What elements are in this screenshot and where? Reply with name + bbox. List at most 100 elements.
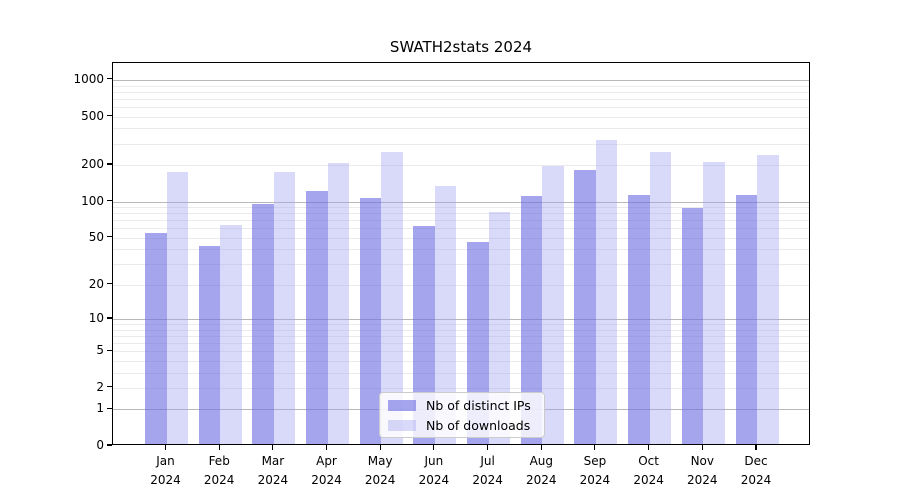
gridline-5 bbox=[113, 351, 809, 353]
y-tick-label-10: 10 bbox=[88, 311, 104, 325]
bar-sep-distinct-ips bbox=[574, 170, 596, 444]
legend: Nb of distinct IPs Nb of downloads bbox=[379, 392, 545, 438]
plot-area: Nb of distinct IPs Nb of downloads bbox=[112, 62, 810, 445]
bar-aug-distinct-ips bbox=[520, 195, 543, 444]
gridline-500 bbox=[113, 116, 809, 118]
legend-entry-downloads: Nb of downloads bbox=[388, 418, 536, 433]
bar-dec-downloads bbox=[757, 154, 779, 444]
y-tick-mark-10 bbox=[107, 317, 112, 319]
x-tick-mark-jun bbox=[433, 445, 435, 450]
bar-nov-distinct-ips bbox=[681, 208, 704, 444]
x-tick-mark-oct bbox=[648, 445, 650, 450]
gridline-80 bbox=[113, 213, 809, 215]
gridline-20 bbox=[113, 284, 809, 286]
x-tick-mark-dec bbox=[755, 445, 757, 450]
bar-mar-downloads bbox=[273, 171, 296, 444]
gridline-100 bbox=[113, 201, 809, 203]
x-tick-mark-jul bbox=[487, 445, 489, 450]
x-tick-mark-sep bbox=[594, 445, 596, 450]
bar-feb-downloads bbox=[220, 225, 242, 444]
gridline-600 bbox=[113, 107, 809, 108]
gridline-700 bbox=[113, 98, 809, 100]
gridline-70 bbox=[113, 220, 809, 222]
legend-label-distinct-ips: Nb of distinct IPs bbox=[426, 397, 531, 413]
y-tick-mark-200 bbox=[107, 163, 112, 165]
y-tick-label-20: 20 bbox=[88, 276, 104, 291]
y-tick-mark-0 bbox=[107, 444, 112, 446]
bar-oct-downloads bbox=[649, 151, 672, 444]
y-tick-mark-20 bbox=[107, 283, 112, 285]
bar-may-distinct-ips bbox=[359, 197, 382, 444]
legend-entry-distinct-ips: Nb of distinct IPs bbox=[388, 398, 536, 413]
y-tick-mark-2 bbox=[107, 386, 112, 388]
x-tick-label-oct: Oct 2024 bbox=[633, 454, 664, 488]
bar-feb-distinct-ips bbox=[198, 246, 221, 444]
y-tick-label-1: 1 bbox=[96, 401, 104, 416]
legend-swatch-distinct-ips bbox=[388, 399, 416, 411]
x-tick-mark-feb bbox=[218, 445, 220, 450]
gridline-50 bbox=[113, 237, 809, 239]
gridline-400 bbox=[113, 128, 809, 130]
bar-apr-distinct-ips bbox=[306, 191, 328, 444]
x-tick-label-jun: Jun 2024 bbox=[418, 454, 450, 488]
x-tick-label-sep: Sep 2024 bbox=[579, 454, 611, 488]
bar-jan-distinct-ips bbox=[145, 232, 167, 444]
x-tick-label-feb: Feb 2024 bbox=[203, 454, 235, 488]
bar-dec-distinct-ips bbox=[735, 195, 757, 444]
y-tick-mark-1 bbox=[107, 407, 112, 409]
x-tick-label-dec: Dec 2024 bbox=[740, 454, 772, 488]
gridline-90 bbox=[113, 207, 809, 208]
gridline-40 bbox=[113, 249, 809, 251]
y-tick-label-2: 2 bbox=[96, 379, 104, 394]
gridline-4 bbox=[113, 360, 809, 362]
gridline-3 bbox=[113, 372, 809, 374]
legend-swatch-downloads bbox=[388, 419, 416, 431]
y-tick-label-200: 200 bbox=[81, 157, 104, 171]
x-tick-label-jul: Jul 2024 bbox=[472, 454, 503, 488]
legend-label-downloads: Nb of downloads bbox=[426, 417, 531, 433]
gridline-7 bbox=[113, 335, 809, 337]
gridline-1000 bbox=[113, 79, 809, 81]
bar-jan-downloads bbox=[166, 171, 188, 444]
y-tick-label-5: 5 bbox=[96, 343, 104, 358]
bar-may-downloads bbox=[381, 151, 403, 444]
y-tick-mark-5 bbox=[107, 349, 112, 351]
bar-aug-downloads bbox=[542, 166, 564, 444]
gridline-800 bbox=[113, 91, 809, 93]
gridline-2 bbox=[113, 387, 809, 389]
x-tick-label-apr: Apr 2024 bbox=[311, 454, 342, 488]
y-tick-label-50: 50 bbox=[88, 229, 104, 244]
bar-nov-downloads bbox=[703, 162, 725, 444]
y-tick-label-100: 100 bbox=[81, 193, 104, 208]
gridline-60 bbox=[113, 228, 809, 230]
gridline-10 bbox=[113, 319, 809, 320]
chart-title: SWATH2stats 2024 bbox=[389, 38, 533, 56]
x-tick-label-jan: Jan 2024 bbox=[150, 454, 181, 488]
gridline-900 bbox=[113, 85, 809, 87]
x-tick-label-may: May 2024 bbox=[364, 454, 396, 488]
x-tick-mark-aug bbox=[540, 445, 542, 450]
gridline-30 bbox=[113, 264, 809, 266]
bar-mar-distinct-ips bbox=[252, 203, 274, 444]
y-tick-label-500: 500 bbox=[81, 108, 104, 123]
x-tick-label-mar: Mar 2024 bbox=[257, 454, 289, 488]
x-tick-label-aug: Aug 2024 bbox=[526, 454, 557, 488]
bar-oct-distinct-ips bbox=[628, 194, 650, 444]
y-tick-mark-100 bbox=[107, 199, 112, 202]
x-tick-mark-nov bbox=[701, 445, 703, 450]
y-tick-mark-1000 bbox=[107, 78, 112, 80]
gridline-200 bbox=[113, 165, 809, 166]
y-tick-label-1000: 1000 bbox=[73, 71, 104, 86]
gridline-9 bbox=[113, 324, 809, 325]
gridline-8 bbox=[113, 329, 809, 331]
y-tick-mark-50 bbox=[107, 236, 112, 238]
bar-apr-downloads bbox=[327, 163, 349, 444]
x-tick-mark-mar bbox=[272, 445, 274, 450]
bar-jul-downloads bbox=[488, 211, 511, 444]
x-tick-mark-may bbox=[379, 445, 381, 450]
gridline-6 bbox=[113, 342, 809, 344]
bar-jun-downloads bbox=[434, 186, 457, 444]
x-tick-mark-jan bbox=[164, 445, 167, 450]
bar-jun-distinct-ips bbox=[413, 226, 435, 444]
